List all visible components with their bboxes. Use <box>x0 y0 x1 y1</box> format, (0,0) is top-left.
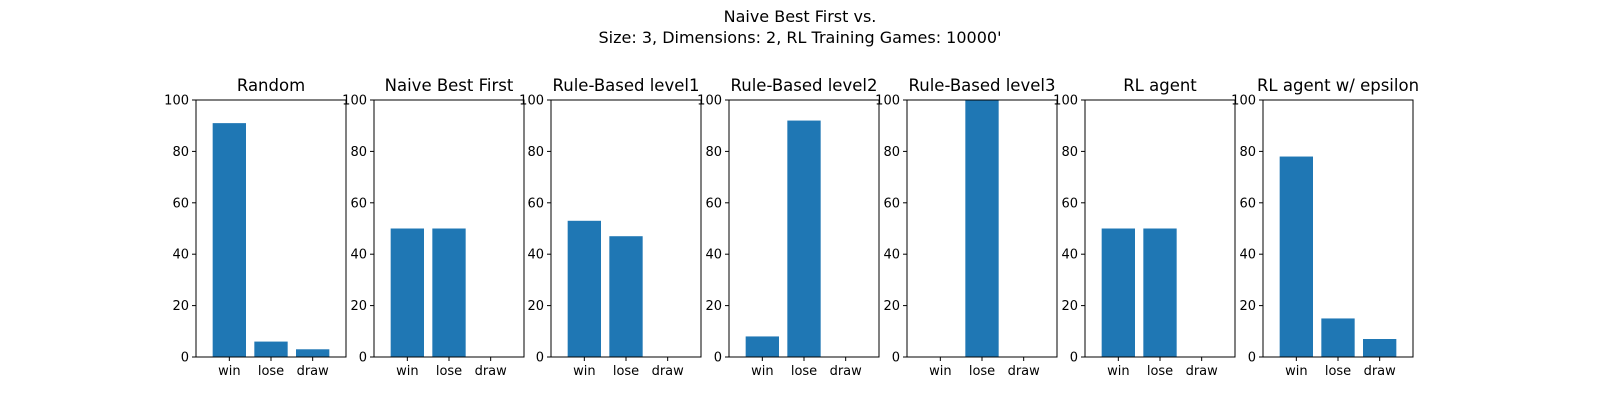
y-tick-label: 40 <box>705 248 722 263</box>
y-tick-label: 40 <box>172 248 189 263</box>
x-tick-label: draw <box>1186 364 1219 379</box>
bar-draw <box>1363 339 1397 357</box>
x-tick-label: lose <box>613 364 639 379</box>
y-tick-label: 100 <box>1231 94 1256 109</box>
bar-lose <box>787 120 821 357</box>
y-tick-label: 40 <box>1061 248 1078 263</box>
bar-win <box>1279 156 1313 357</box>
y-tick-label: 20 <box>172 299 189 314</box>
x-tick-label: win <box>751 364 773 379</box>
y-tick-label: 80 <box>1061 145 1078 160</box>
figure-title-line1: Naive Best First vs. <box>724 7 877 26</box>
y-tick-label: 20 <box>1061 299 1078 314</box>
y-tick-label: 20 <box>1239 299 1256 314</box>
y-tick-label: 60 <box>883 196 900 211</box>
y-tick-label: 80 <box>350 145 367 160</box>
x-tick-label: lose <box>436 364 462 379</box>
y-tick-label: 80 <box>705 145 722 160</box>
y-tick-label: 100 <box>164 94 189 109</box>
y-tick-label: 60 <box>705 196 722 211</box>
y-tick-label: 0 <box>714 351 722 366</box>
x-tick-label: win <box>1285 364 1307 379</box>
y-tick-label: 0 <box>892 351 900 366</box>
y-tick-label: 80 <box>1239 145 1256 160</box>
subplot-3: Rule-Based level1 0 20 40 60 80 100 win lose draw <box>519 76 702 379</box>
x-tick-label: win <box>1107 364 1129 379</box>
y-tick-label: 20 <box>527 299 544 314</box>
bar-lose <box>1321 318 1355 357</box>
subplot-title: Naive Best First <box>385 76 514 95</box>
bar-win <box>1101 228 1135 357</box>
bar-lose <box>965 100 999 357</box>
x-tick-label: win <box>396 364 418 379</box>
subplot-5: Rule-Based level3 0 20 40 60 80 100 win lose draw <box>875 76 1058 379</box>
x-tick-label: draw <box>297 364 330 379</box>
y-tick-label: 0 <box>536 351 544 366</box>
y-tick-label: 60 <box>527 196 544 211</box>
x-tick-label: win <box>218 364 240 379</box>
y-tick-label: 20 <box>705 299 722 314</box>
y-tick-label: 80 <box>883 145 900 160</box>
y-tick-label: 40 <box>1239 248 1256 263</box>
subplot-7: RL agent w/ epsilon 0 20 40 60 80 100 win lose dr… <box>1231 76 1419 379</box>
x-tick-label: draw <box>1008 364 1041 379</box>
y-tick-label: 60 <box>350 196 367 211</box>
y-tick-label: 40 <box>350 248 367 263</box>
y-tick-label: 80 <box>172 145 189 160</box>
x-tick-label: lose <box>791 364 817 379</box>
subplot-title: Rule-Based level3 <box>909 76 1056 95</box>
bar-win <box>390 228 424 357</box>
subplot-title: Rule-Based level1 <box>553 76 700 95</box>
bar-lose <box>1143 228 1177 357</box>
x-tick-label: lose <box>1147 364 1173 379</box>
subplot-title: RL agent <box>1123 76 1197 95</box>
bar-lose <box>432 228 466 357</box>
y-tick-label: 60 <box>1239 196 1256 211</box>
x-tick-label: lose <box>258 364 284 379</box>
subplot-title: Rule-Based level2 <box>731 76 878 95</box>
bar-win <box>567 220 601 357</box>
subplot-title: RL agent w/ epsilon <box>1257 76 1419 95</box>
y-tick-label: 100 <box>697 94 722 109</box>
x-tick-label: lose <box>969 364 995 379</box>
y-tick-label: 100 <box>875 94 900 109</box>
y-tick-label: 0 <box>1070 351 1078 366</box>
bar-lose <box>254 341 288 357</box>
y-tick-label: 0 <box>181 351 189 366</box>
x-tick-label: draw <box>652 364 685 379</box>
x-tick-label: draw <box>830 364 863 379</box>
y-tick-label: 40 <box>527 248 544 263</box>
y-tick-label: 0 <box>359 351 367 366</box>
y-tick-label: 0 <box>1248 351 1256 366</box>
x-tick-label: draw <box>1364 364 1397 379</box>
y-tick-label: 60 <box>172 196 189 211</box>
y-tick-label: 20 <box>883 299 900 314</box>
subplot-1: Random 0 20 40 60 80 100 win lose draw <box>164 76 347 379</box>
subplot-4: Rule-Based level2 0 20 40 60 80 100 win lose draw <box>697 76 880 379</box>
subplot-title: Random <box>237 76 305 95</box>
y-tick-label: 60 <box>1061 196 1078 211</box>
y-tick-label: 20 <box>350 299 367 314</box>
bar-win <box>745 336 779 357</box>
bar-draw <box>296 349 330 357</box>
figure-title-line2: Size: 3, Dimensions: 2, RL Training Game… <box>599 28 1002 47</box>
bar-win <box>212 123 246 357</box>
subplot-6: RL agent 0 20 40 60 80 100 win lose draw <box>1053 76 1236 379</box>
y-tick-label: 80 <box>527 145 544 160</box>
x-tick-label: win <box>573 364 595 379</box>
x-tick-label: draw <box>475 364 508 379</box>
bar-lose <box>609 236 643 357</box>
y-tick-label: 100 <box>519 94 544 109</box>
x-tick-label: win <box>929 364 951 379</box>
y-tick-label: 100 <box>1053 94 1078 109</box>
subplot-2: Naive Best First 0 20 40 60 80 100 win lose draw <box>342 76 525 379</box>
y-tick-label: 40 <box>883 248 900 263</box>
x-tick-label: lose <box>1325 364 1351 379</box>
y-tick-label: 100 <box>342 94 367 109</box>
